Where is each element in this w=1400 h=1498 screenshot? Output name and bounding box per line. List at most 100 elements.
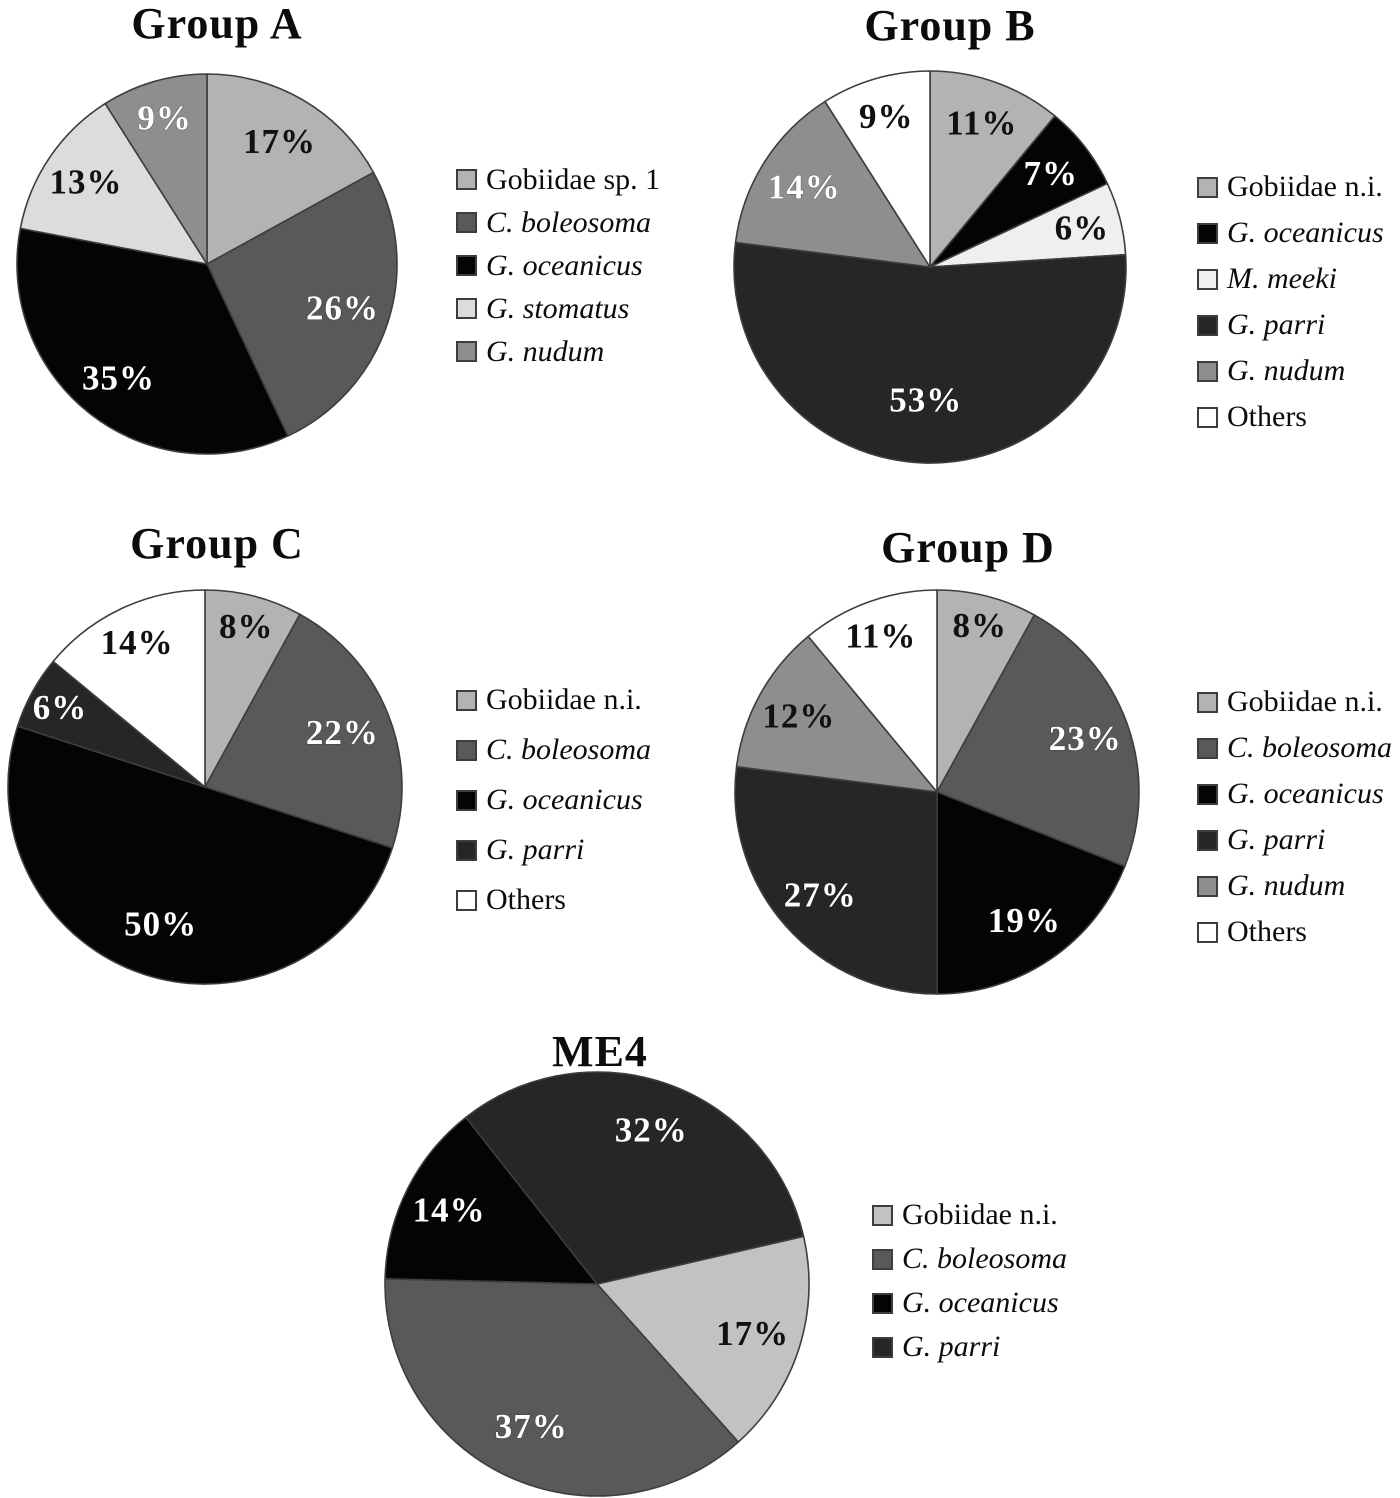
legend-swatch-g-parri bbox=[1197, 314, 1218, 336]
legend-swatch-gobiidae-n-i bbox=[1197, 176, 1218, 198]
legend-label-others: Others bbox=[1227, 915, 1307, 948]
legend-swatch-gobiidae-n-i bbox=[456, 689, 477, 711]
pie-slice-others bbox=[807, 589, 938, 793]
chart-title-me4: ME4 bbox=[552, 1027, 648, 1076]
pct-label-others: 14% bbox=[101, 623, 174, 662]
legend-swatch-c-boleosoma bbox=[456, 739, 477, 761]
legend-swatch-g-nudum bbox=[1197, 360, 1218, 382]
legend-item-g-nudum: G. nudum bbox=[1197, 863, 1392, 909]
pct-label-others: 11% bbox=[845, 617, 916, 656]
legend-item-c-boleosoma: C. boleosoma bbox=[872, 1237, 1067, 1281]
pct-label-m-meeki: 6% bbox=[1055, 209, 1110, 248]
legend-item-gobiidae-n-i: Gobiidae n.i. bbox=[872, 1193, 1067, 1237]
legend-label-g-parri: G. parri bbox=[1227, 308, 1326, 341]
pct-label-c-boleosoma: 22% bbox=[306, 713, 379, 752]
pct-label-g-parri: 6% bbox=[33, 688, 88, 727]
pie-group-c: 8% 22% 50% 6% 14% bbox=[7, 589, 403, 985]
legend-label-g-parri: G. parri bbox=[902, 1330, 1001, 1363]
legend-item-g-oceanicus: G. oceanicus bbox=[456, 244, 660, 287]
legend-label-g-nudum: G. nudum bbox=[486, 334, 605, 368]
legend-item-g-oceanicus: G. oceanicus bbox=[872, 1281, 1067, 1325]
legend-swatch-g-parri bbox=[872, 1336, 893, 1358]
pie-slice-c-boleosoma bbox=[936, 614, 1140, 868]
pct-label-c-boleosoma: 37% bbox=[495, 1407, 568, 1446]
pct-label-g-parri: 32% bbox=[615, 1111, 688, 1150]
legend-label-c-boleosoma: C. boleosoma bbox=[486, 205, 651, 239]
legend-label-g-oceanicus: G. oceanicus bbox=[1227, 777, 1384, 810]
legend-group-a: Gobiidae sp. 1 C. boleosoma G. oceanicus G.… bbox=[456, 158, 660, 373]
pie-slice-c-boleosoma bbox=[204, 613, 403, 849]
legend-item-g-parri: G. parri bbox=[872, 1325, 1067, 1369]
legend-label-gobiidae-n-i: Gobiidae n.i. bbox=[486, 683, 642, 716]
pct-label-g-stomatus: 13% bbox=[50, 162, 123, 201]
legend-group-c: Gobiidae n.i. C. boleosoma G. oceanicus G. … bbox=[456, 675, 651, 925]
legend-swatch-g-oceanicus bbox=[456, 789, 477, 811]
pie-slice-gobiidae-n-i bbox=[596, 1235, 810, 1443]
pie-slice-gobiidae-n-i bbox=[204, 589, 301, 788]
pct-label-g-oceanicus: 35% bbox=[82, 359, 155, 398]
legend-swatch-g-oceanicus bbox=[1197, 783, 1218, 805]
legend-swatch-g-oceanicus bbox=[872, 1292, 893, 1314]
legend-swatch-gobiidae-sp-1 bbox=[456, 169, 477, 190]
legend-item-g-parri: G. parri bbox=[1197, 817, 1392, 863]
legend-label-gobiidae-n-i: Gobiidae n.i. bbox=[1227, 685, 1383, 718]
chart-title-group-b: Group B bbox=[864, 1, 1036, 50]
legend-label-others: Others bbox=[486, 883, 566, 916]
legend-item-g-parri: G. parri bbox=[1197, 302, 1384, 348]
legend-swatch-g-nudum bbox=[1197, 875, 1218, 897]
pct-label-g-parri: 27% bbox=[784, 875, 857, 914]
legend-item-c-boleosoma: C. boleosoma bbox=[456, 725, 651, 775]
legend-swatch-g-parri bbox=[456, 839, 477, 861]
legend-item-gobiidae-n-i: Gobiidae n.i. bbox=[1197, 164, 1384, 210]
legend-item-c-boleosoma: C. boleosoma bbox=[456, 201, 660, 244]
legend-item-g-oceanicus: G. oceanicus bbox=[1197, 210, 1384, 256]
pct-label-g-parri: 53% bbox=[889, 381, 962, 420]
legend-swatch-c-boleosoma bbox=[872, 1248, 893, 1270]
pie-slice-g-nudum bbox=[735, 635, 938, 793]
legend-swatch-g-stomatus bbox=[456, 298, 477, 319]
pct-label-gobiidae-n-i: 17% bbox=[716, 1314, 789, 1353]
legend-item-g-parri: G. parri bbox=[456, 825, 651, 875]
pct-label-gobiidae-sp-1: 17% bbox=[243, 122, 316, 161]
legend-item-gobiidae-n-i: Gobiidae n.i. bbox=[1197, 679, 1392, 725]
legend-swatch-others bbox=[1197, 406, 1218, 428]
pct-label-c-boleosoma: 23% bbox=[1049, 719, 1122, 758]
chart-title-group-d: Group D bbox=[881, 523, 1055, 572]
legend-label-g-oceanicus: G. oceanicus bbox=[486, 248, 643, 282]
legend-swatch-gobiidae-n-i bbox=[1197, 691, 1218, 713]
pie-group-d: 8% 23% 19% 27% 12% 11% bbox=[734, 589, 1140, 995]
legend-swatch-m-meeki bbox=[1197, 268, 1218, 290]
pct-label-g-nudum: 12% bbox=[762, 697, 835, 736]
legend-label-m-meeki: M. meeki bbox=[1227, 262, 1337, 295]
pie-group-a: 17% 26% 35% 13% 9% bbox=[16, 73, 398, 455]
legend-swatch-others bbox=[1197, 921, 1218, 943]
chart-title-group-a: Group A bbox=[131, 0, 303, 48]
pie-slice-gobiidae-n-i bbox=[929, 70, 1056, 268]
legend-item-others: Others bbox=[1197, 394, 1384, 440]
legend-item-g-nudum: G. nudum bbox=[456, 330, 660, 373]
pie-slice-g-oceanicus bbox=[7, 725, 394, 985]
pct-label-g-oceanicus: 50% bbox=[124, 904, 197, 943]
pie-slice-g-nudum bbox=[104, 73, 208, 265]
legend-label-gobiidae-n-i: Gobiidae n.i. bbox=[1227, 170, 1383, 203]
pct-label-g-oceanicus: 7% bbox=[1024, 154, 1079, 193]
legend-group-d: Gobiidae n.i. C. boleosoma G. oceanicus G. … bbox=[1197, 679, 1392, 955]
pct-label-g-oceanicus: 14% bbox=[413, 1191, 486, 1230]
pie-slice-g-oceanicus bbox=[16, 227, 289, 455]
pie-slice-c-boleosoma bbox=[384, 1278, 740, 1497]
pie-slice-g-parri bbox=[734, 765, 938, 995]
legend-item-g-oceanicus: G. oceanicus bbox=[1197, 771, 1392, 817]
pie-me4: 17% 37% 14% 32% bbox=[384, 1071, 810, 1497]
legend-label-g-oceanicus: G. oceanicus bbox=[486, 783, 643, 816]
pie-slice-g-oceanicus bbox=[384, 1116, 598, 1285]
pie-group-b: 11%7% 6% 53% 14% 9% bbox=[733, 70, 1127, 464]
pie-slice-g-stomatus bbox=[19, 102, 208, 265]
legend-label-c-boleosoma: C. boleosoma bbox=[486, 733, 651, 766]
legend-label-g-parri: G. parri bbox=[486, 833, 585, 866]
legend-swatch-g-parri bbox=[1197, 829, 1218, 851]
legend-item-others: Others bbox=[456, 875, 651, 925]
legend-label-g-nudum: G. nudum bbox=[1227, 869, 1346, 902]
legend-item-c-boleosoma: C. boleosoma bbox=[1197, 725, 1392, 771]
legend-item-gobiidae-n-i: Gobiidae n.i. bbox=[456, 675, 651, 725]
